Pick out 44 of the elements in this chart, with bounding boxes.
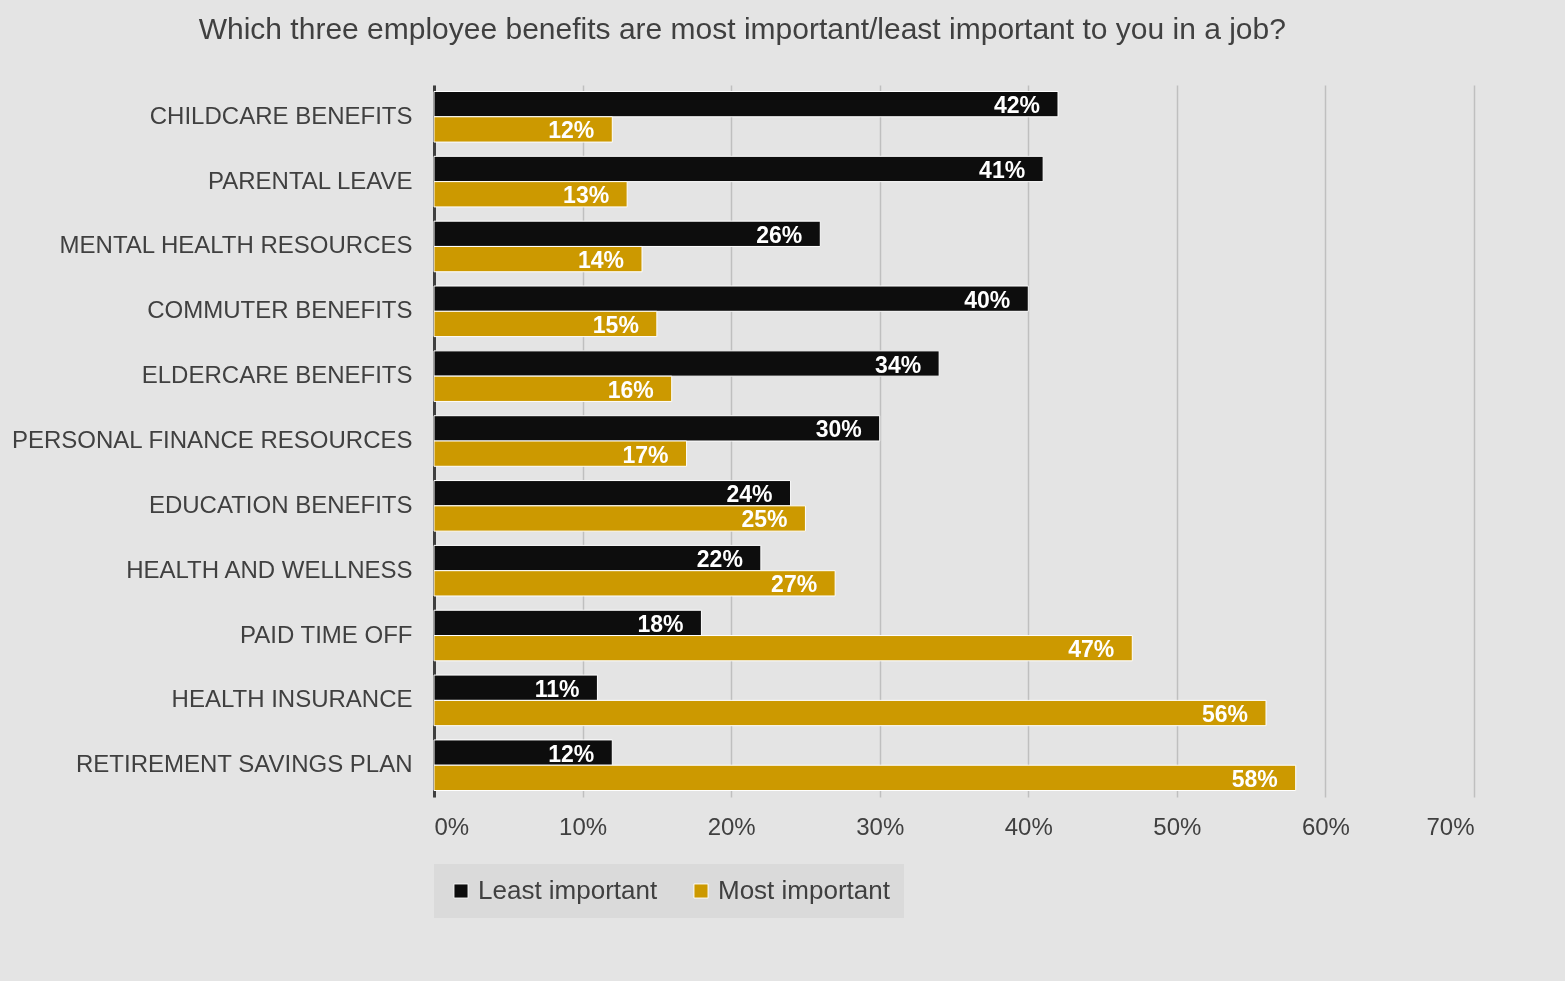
y-tick-label: COMMUTER BENEFITS (147, 296, 413, 324)
y-tick-label: HEALTH INSURANCE (171, 685, 413, 713)
data-label: 13% (563, 182, 610, 209)
data-label: 40% (964, 286, 1011, 313)
y-tick-label: PARENTAL LEAVE (207, 166, 413, 194)
y-tick-label: RETIREMENT SAVINGS PLAN (75, 750, 413, 778)
data-label: 12% (548, 740, 595, 767)
x-tick-label: 40% (1004, 812, 1053, 840)
data-label: 18% (637, 610, 684, 637)
data-label: 14% (577, 247, 624, 274)
data-label: 12% (548, 117, 595, 144)
y-tick-label: PAID TIME OFF (240, 620, 413, 648)
legend-label: Most important (718, 875, 891, 905)
x-tick-label: 10% (559, 812, 608, 840)
data-label: 26% (756, 221, 803, 248)
data-label: 41% (979, 156, 1026, 183)
data-label: 42% (993, 92, 1040, 119)
y-tick-label: MENTAL HEALTH RESOURCES (59, 231, 413, 259)
y-tick-label: EDUCATION BENEFITS (148, 490, 413, 518)
y-tick-label: ELDERCARE BENEFITS (141, 361, 413, 389)
data-label: 47% (1068, 636, 1115, 663)
data-label: 27% (771, 571, 818, 598)
data-label: 15% (592, 311, 639, 338)
x-tick-label: 50% (1153, 812, 1202, 840)
data-label: 11% (534, 675, 580, 702)
x-tick-label: 70% (1426, 812, 1475, 840)
x-tick-label: 60% (1301, 812, 1350, 840)
data-label: 17% (622, 441, 669, 468)
y-tick-label: CHILDCARE BENEFITS (149, 101, 413, 129)
data-label: 16% (607, 376, 654, 403)
data-label: 56% (1201, 701, 1248, 728)
data-label: 24% (726, 481, 773, 508)
y-tick-label: HEALTH AND WELLNESS (126, 555, 413, 583)
data-label: 22% (696, 546, 743, 573)
chart-title: Which three employee benefits are most important/least important to you in a job? (198, 12, 1286, 45)
data-label: 25% (741, 506, 788, 533)
legend-label: Least important (478, 875, 658, 905)
data-label: 34% (875, 351, 922, 378)
x-tick-label: 30% (856, 812, 905, 840)
data-label: 30% (815, 416, 862, 443)
x-tick-label: 20% (707, 812, 756, 840)
x-tick-label: 0% (434, 812, 470, 840)
y-tick-label: PERSONAL FINANCE RESOURCES (11, 426, 413, 453)
data-label: 58% (1231, 765, 1278, 792)
